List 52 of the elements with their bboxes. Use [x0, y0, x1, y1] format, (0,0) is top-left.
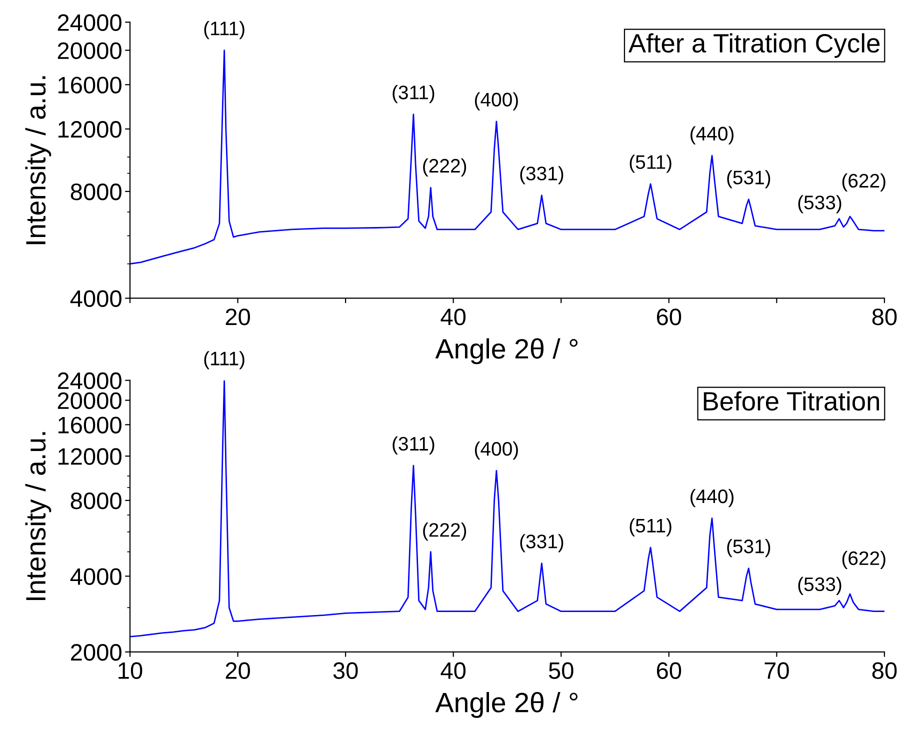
annotation: (533)	[798, 576, 842, 596]
y-tick-label: 20000	[58, 392, 122, 410]
annotation: (222)	[423, 522, 466, 541]
x-tick-label: 60	[656, 308, 682, 326]
annotation: (511)	[630, 518, 672, 536]
annotation: (400)	[474, 441, 518, 460]
annotation: (531)	[727, 170, 770, 188]
annotation: (511)	[630, 154, 672, 173]
x-tick-label: 30	[333, 662, 358, 680]
y-tick-label: 16000	[58, 76, 122, 94]
x-tick-label: 80	[872, 662, 897, 680]
annotation: (311)	[392, 436, 434, 455]
y-tick-label: 8000	[70, 184, 122, 200]
y-tick-label: 2000	[71, 644, 122, 661]
x-tick-label: 50	[548, 662, 574, 680]
x-tick-label: 40	[440, 662, 466, 680]
y-tick-label: 8000	[70, 492, 122, 510]
annotation: (531)	[727, 539, 770, 558]
annotation: (111)	[204, 351, 244, 370]
chart-title: Before Titration	[704, 391, 879, 411]
annotation: (400)	[474, 92, 518, 110]
x-tick-label: 80	[872, 308, 897, 326]
annotation: (331)	[520, 166, 564, 184]
x-tick-label: 20	[226, 308, 250, 326]
x-tick-label: 40	[440, 308, 466, 326]
x-axis-title: Angle 2θ / °	[435, 692, 578, 718]
y-tick-label: 20000	[58, 42, 122, 60]
annotation: (622)	[842, 550, 886, 569]
y-tick-label: 4000	[70, 290, 122, 308]
x-tick-label: 20	[226, 662, 250, 680]
line-series	[130, 380, 884, 638]
y-tick-label: 12000	[58, 121, 122, 138]
annotation: (440)	[690, 488, 734, 508]
annotation: (111)	[204, 21, 244, 40]
x-tick-label: 70	[764, 662, 789, 680]
x-axis-title: Angle 2θ / °	[435, 338, 578, 364]
annotation: (622)	[842, 173, 886, 192]
y-axis-title: Intensity / a.u.	[25, 76, 52, 244]
y-tick-label: 24000	[58, 14, 122, 31]
annotation: (311)	[392, 85, 434, 104]
y-tick-label: 16000	[58, 416, 122, 434]
x-tick-label: 60	[656, 662, 682, 680]
chart-title: After a Titration Cycle	[628, 33, 880, 58]
annotation: (440)	[690, 126, 734, 144]
annotation: (331)	[520, 534, 564, 552]
x-tick-label: 10	[118, 662, 142, 680]
y-tick-label: 12000	[58, 448, 122, 465]
y-axis-title: Intensity / a.u.	[25, 432, 52, 600]
y-tick-label: 24000	[58, 372, 122, 390]
annotation: (222)	[423, 158, 466, 177]
annotation: (533)	[798, 195, 842, 214]
y-tick-label: 4000	[70, 568, 122, 585]
